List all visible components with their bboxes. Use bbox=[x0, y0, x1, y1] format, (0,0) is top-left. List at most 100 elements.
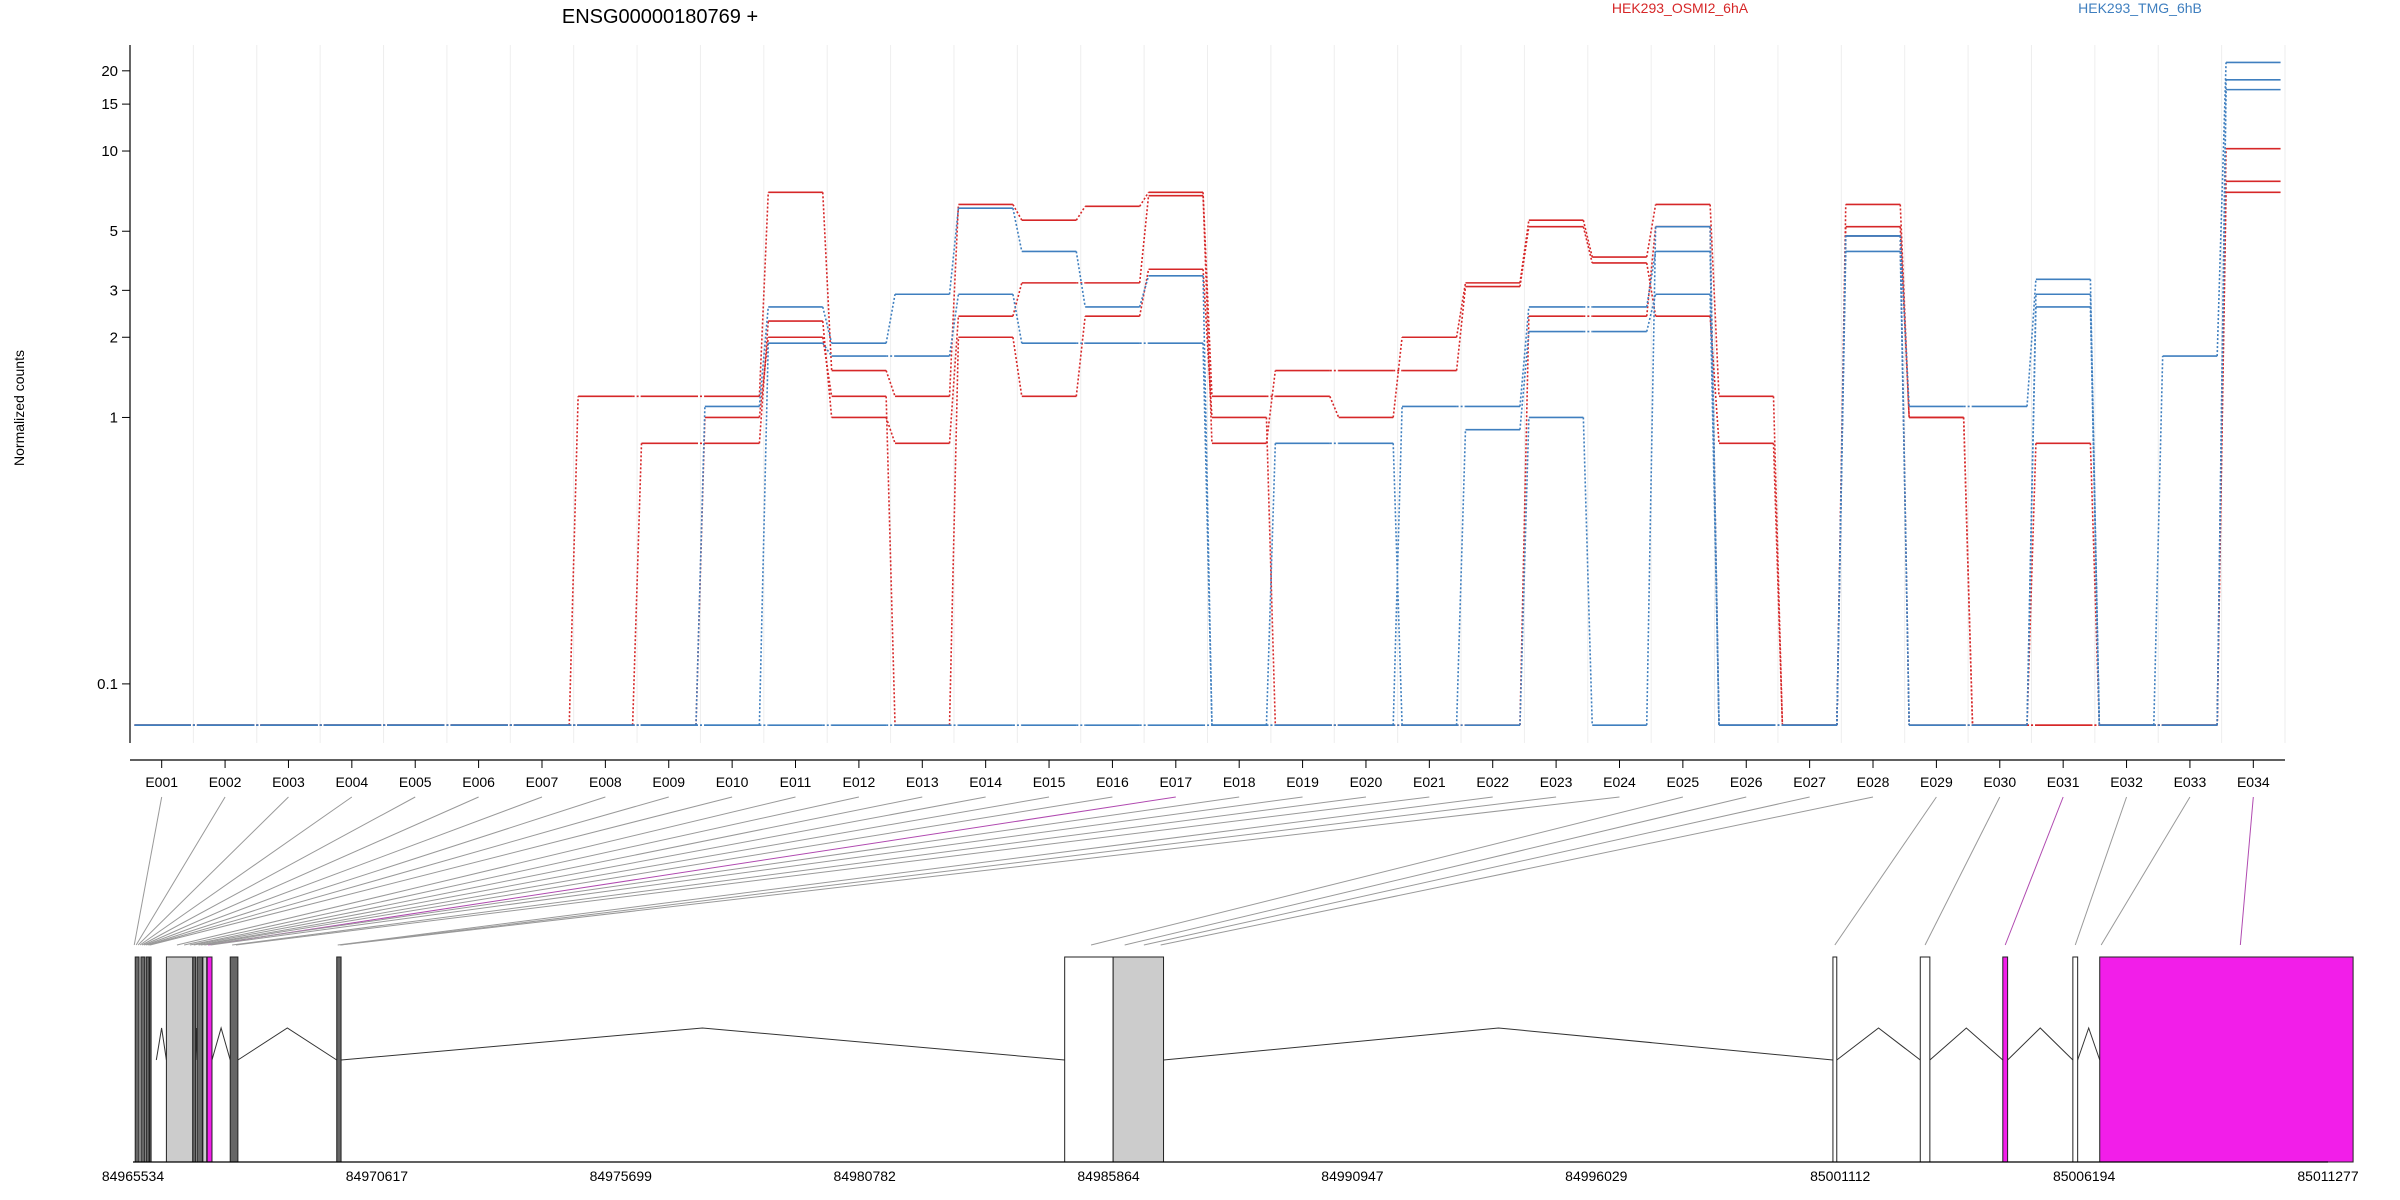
series-connector bbox=[1645, 204, 1657, 258]
series-connector bbox=[821, 337, 833, 397]
x-tick-label: E005 bbox=[399, 774, 432, 790]
series-connector bbox=[1265, 443, 1277, 726]
series-connector bbox=[948, 316, 960, 444]
series-connector bbox=[948, 208, 960, 295]
x-tick-label: E001 bbox=[145, 774, 178, 790]
series-connector bbox=[1836, 235, 1847, 726]
exon-connector bbox=[232, 796, 1367, 946]
exon-connector bbox=[2074, 796, 2128, 946]
intron bbox=[1836, 1027, 1921, 1061]
exon-connector bbox=[210, 796, 1303, 946]
exon-connector bbox=[189, 796, 923, 946]
exon-box bbox=[229, 956, 239, 1163]
x-tick-label: E008 bbox=[589, 774, 622, 790]
x-tick-label: E027 bbox=[1793, 774, 1826, 790]
intron bbox=[211, 1026, 231, 1061]
series-connector bbox=[948, 204, 960, 397]
exon-connector bbox=[337, 796, 1493, 946]
x-tick-label: E013 bbox=[906, 774, 939, 790]
x-tick-label: E015 bbox=[1033, 774, 1066, 790]
x-tick-label: E024 bbox=[1603, 774, 1636, 790]
series-connector bbox=[1392, 406, 1403, 726]
series-connector bbox=[2216, 62, 2227, 357]
x-tick-label: E033 bbox=[2174, 774, 2207, 790]
series-connector bbox=[1012, 208, 1023, 252]
series-connector bbox=[2152, 356, 2164, 726]
x-tick-label: E002 bbox=[209, 774, 242, 790]
x-tick-label: E007 bbox=[526, 774, 559, 790]
exon-connector bbox=[1143, 796, 1810, 946]
series-connector bbox=[1899, 235, 1910, 726]
x-tick-label: E023 bbox=[1540, 774, 1573, 790]
x-tick-label: E020 bbox=[1350, 774, 1383, 790]
exon-connector bbox=[1924, 796, 2001, 946]
exon-connector bbox=[135, 796, 226, 946]
exon-connector bbox=[1834, 796, 1937, 946]
y-tick-label: 2 bbox=[110, 329, 118, 346]
x-tick-label: E026 bbox=[1730, 774, 1763, 790]
series-connector bbox=[2089, 306, 2101, 726]
series-connector bbox=[2026, 443, 2037, 726]
x-tick-label: E034 bbox=[2237, 774, 2270, 790]
gene-axis-tick-label: 84965534 bbox=[102, 1168, 165, 1184]
gene-axis-tick-label: 84985864 bbox=[1077, 1168, 1140, 1184]
series-connector bbox=[885, 396, 896, 726]
series-connector bbox=[1138, 195, 1150, 283]
exon-box bbox=[1919, 956, 1931, 1163]
exon-box bbox=[1064, 956, 1114, 1163]
exon-box bbox=[196, 956, 203, 1163]
x-tick-label: E012 bbox=[843, 774, 876, 790]
series-connector bbox=[1772, 443, 1784, 726]
series-connector bbox=[1392, 443, 1403, 726]
series-6 bbox=[134, 88, 2281, 726]
exon-connector bbox=[204, 796, 1240, 946]
series-connector bbox=[1519, 417, 1530, 726]
exon-connector bbox=[340, 796, 1620, 946]
intron bbox=[1163, 1027, 1833, 1061]
series-connector bbox=[1075, 251, 1086, 308]
series-connector bbox=[1265, 370, 1277, 444]
series-connector bbox=[1392, 337, 1403, 418]
series-connector bbox=[1075, 205, 1086, 221]
gene-axis-tick-label: 84996029 bbox=[1565, 1168, 1628, 1184]
series-connector bbox=[758, 321, 770, 444]
exon-connector bbox=[235, 796, 1430, 946]
series-connector bbox=[758, 306, 770, 407]
exon-connector bbox=[133, 796, 163, 946]
exon-connector bbox=[208, 796, 1176, 946]
gene-axis-tick-label: 85006194 bbox=[2053, 1168, 2116, 1184]
exon-connector bbox=[340, 796, 1557, 946]
exon-connector bbox=[143, 796, 479, 946]
series-connector bbox=[1709, 204, 1720, 397]
exon-connector bbox=[1124, 796, 1747, 946]
gene-axis-tick-label: 85001112 bbox=[1810, 1168, 1870, 1184]
x-tick-label: E028 bbox=[1857, 774, 1890, 790]
series-connector bbox=[1519, 331, 1530, 430]
series-connector bbox=[1899, 235, 1910, 407]
series-connector bbox=[885, 370, 896, 397]
exon-connector bbox=[200, 796, 1113, 946]
series-connector bbox=[1455, 282, 1467, 338]
series-connector bbox=[695, 406, 706, 726]
chart-title: ENSG00000180769 + bbox=[562, 6, 758, 28]
exon-box bbox=[2072, 956, 2079, 1163]
grid bbox=[129, 45, 2286, 743]
x-tick-label: E014 bbox=[969, 774, 1002, 790]
x-tick-label: E016 bbox=[1096, 774, 1129, 790]
gene-coordinate-axis: 84965534 84970617 84975699 84980782 84985864… bbox=[102, 1161, 2359, 1184]
series-connector bbox=[2026, 306, 2037, 726]
y-tick-label: 20 bbox=[101, 63, 118, 80]
exon-connector bbox=[176, 796, 796, 946]
gene-axis-tick-label: 84975699 bbox=[590, 1168, 653, 1184]
exon-connector bbox=[2100, 796, 2191, 946]
intron bbox=[155, 1027, 167, 1061]
series-connector bbox=[758, 337, 770, 418]
exon-box bbox=[2099, 956, 2354, 1163]
gene-axis-tick-label: 85011277 bbox=[2297, 1168, 2358, 1184]
series-connector bbox=[885, 294, 896, 344]
series-connector bbox=[1519, 306, 1530, 407]
intron bbox=[341, 1027, 1065, 1061]
exon-box bbox=[134, 956, 140, 1163]
series-connector bbox=[1012, 294, 1023, 344]
